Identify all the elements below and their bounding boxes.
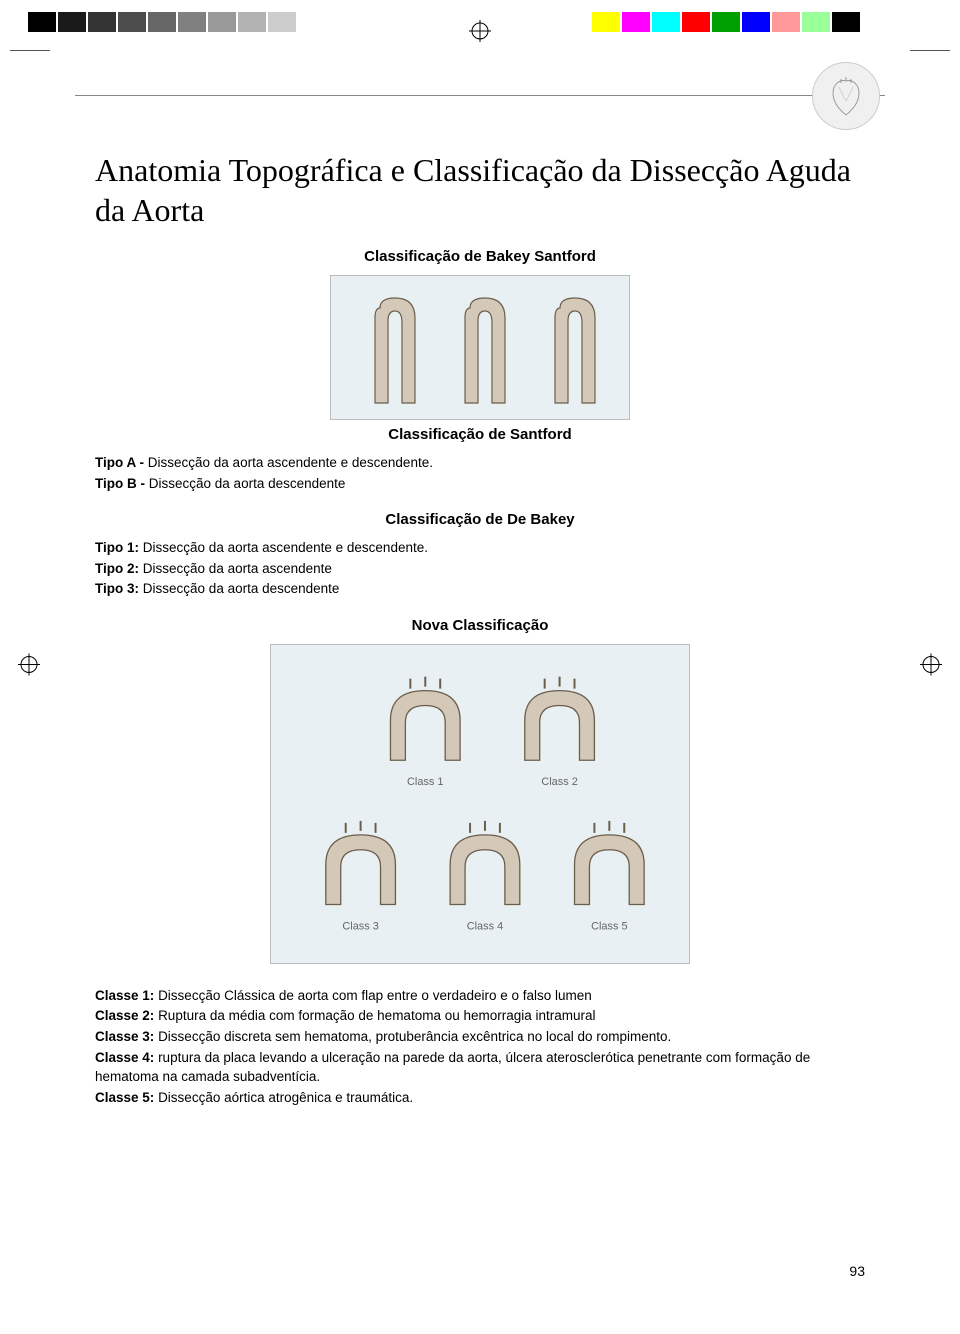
definition-text: Dissecção da aorta ascendente	[143, 561, 332, 576]
crop-mark	[10, 50, 50, 51]
definition-item: Tipo 2: Dissecção da aorta ascendente	[95, 559, 865, 579]
main-title: Anatomia Topográfica e Classificação da …	[95, 150, 865, 230]
section-title-debakey: Classificação de De Bakey	[95, 511, 865, 528]
classe-definitions: Classe 1: Dissecção Clássica de aorta co…	[95, 986, 865, 1107]
figure-nova-classificacao: Class 1 Class 2 Class 3	[270, 644, 690, 964]
color-calibration-strip	[592, 12, 860, 32]
section-title-santford: Classificação de Santford	[95, 426, 865, 443]
gray-swatch	[88, 12, 116, 32]
definition-item: Tipo 3: Dissecção da aorta descendente	[95, 579, 865, 599]
debakey-definitions: Tipo 1: Dissecção da aorta ascendente e …	[95, 538, 865, 599]
page-content: Anatomia Topográfica e Classificação da …	[95, 150, 865, 1108]
gray-swatch	[28, 12, 56, 32]
definition-item: Tipo B - Dissecção da aorta descendente	[95, 474, 865, 494]
figure-label: Class 2	[541, 776, 577, 788]
color-swatch	[712, 12, 740, 32]
color-swatch	[682, 12, 710, 32]
gray-swatch	[118, 12, 146, 32]
definition-label: Classe 3:	[95, 1029, 154, 1044]
color-swatch	[772, 12, 800, 32]
definition-text: Dissecção da aorta ascendente e descende…	[148, 455, 433, 470]
gray-swatch	[58, 12, 86, 32]
definition-item: Tipo 1: Dissecção da aorta ascendente e …	[95, 538, 865, 558]
figure-label: Class 1	[407, 776, 443, 788]
page-number: 93	[849, 1263, 865, 1279]
definition-label: Classe 5:	[95, 1090, 154, 1105]
color-swatch	[832, 12, 860, 32]
color-swatch	[652, 12, 680, 32]
color-swatch	[592, 12, 620, 32]
figure-label: Class 5	[591, 920, 627, 932]
definition-text: Dissecção aórtica atrogênica e traumátic…	[158, 1090, 413, 1105]
definition-label: Tipo B -	[95, 476, 145, 491]
registration-mark-icon	[18, 654, 40, 681]
gray-swatch	[148, 12, 176, 32]
santford-definitions: Tipo A - Dissecção da aorta ascendente e…	[95, 453, 865, 493]
definition-item: Classe 1: Dissecção Clássica de aorta co…	[95, 986, 865, 1006]
section-title-nova: Nova Classificação	[95, 617, 865, 634]
definition-label: Tipo 2:	[95, 561, 139, 576]
definition-item: Classe 2: Ruptura da média com formação …	[95, 1006, 865, 1026]
gray-swatch	[238, 12, 266, 32]
figure-label: Class 3	[342, 920, 378, 932]
aorta-diagram-trio	[345, 283, 615, 413]
figure-bakey-santford	[330, 275, 630, 420]
heart-anatomy-icon	[812, 62, 880, 130]
definition-text: Dissecção da aorta ascendente e descende…	[143, 540, 428, 555]
color-swatch	[742, 12, 770, 32]
definition-label: Tipo A -	[95, 455, 144, 470]
definition-text: ruptura da placa levando a ulceração na …	[95, 1050, 810, 1085]
color-swatch	[622, 12, 650, 32]
definition-label: Classe 4:	[95, 1050, 154, 1065]
definition-label: Classe 2:	[95, 1008, 154, 1023]
print-registration-area	[0, 12, 960, 52]
crop-mark	[910, 50, 950, 51]
section-title-bakey-santford: Classificação de Bakey Santford	[95, 248, 865, 265]
registration-mark-icon	[920, 654, 942, 681]
aorta-diagram-grid: Class 1 Class 2 Class 3	[286, 660, 674, 950]
definition-item: Tipo A - Dissecção da aorta ascendente e…	[95, 453, 865, 473]
color-swatch	[802, 12, 830, 32]
figure-label: Class 4	[467, 920, 503, 932]
registration-mark-icon	[469, 20, 491, 47]
definition-item: Classe 5: Dissecção aórtica atrogênica e…	[95, 1088, 865, 1108]
gray-swatch	[208, 12, 236, 32]
definition-text: Ruptura da média com formação de hematom…	[158, 1008, 595, 1023]
definition-label: Tipo 1:	[95, 540, 139, 555]
gray-swatch	[268, 12, 296, 32]
definition-label: Classe 1:	[95, 988, 154, 1003]
definition-item: Classe 4: ruptura da placa levando a ulc…	[95, 1048, 865, 1087]
grayscale-calibration-strip	[28, 12, 296, 32]
header-rule	[75, 95, 885, 96]
definition-text: Dissecção da aorta descendente	[149, 476, 346, 491]
definition-text: Dissecção Clássica de aorta com flap ent…	[158, 988, 592, 1003]
gray-swatch	[178, 12, 206, 32]
definition-label: Tipo 3:	[95, 581, 139, 596]
definition-item: Classe 3: Dissecção discreta sem hematom…	[95, 1027, 865, 1047]
definition-text: Dissecção da aorta descendente	[143, 581, 340, 596]
definition-text: Dissecção discreta sem hematoma, protube…	[158, 1029, 671, 1044]
